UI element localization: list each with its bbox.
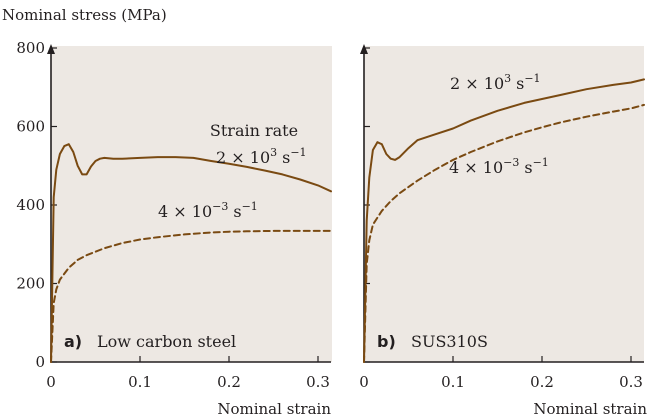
x-tick-label: 0 — [359, 373, 369, 391]
rate-unit-exponent: −1 — [524, 72, 540, 85]
y-tick-label: 200 — [16, 275, 45, 293]
rate-unit-exponent: −1 — [290, 146, 306, 159]
y-tick-label: 600 — [16, 118, 45, 136]
panel-a-fast-rate-label: 2 × 103 s−1 — [216, 146, 307, 167]
y-axis-arrow — [360, 44, 368, 54]
rate-base: 4 × 10 — [449, 158, 503, 177]
y-axis-arrow — [47, 44, 55, 54]
x-tick-label: 0.1 — [128, 373, 152, 391]
rate-unit: s — [282, 148, 290, 167]
rate-unit: s — [516, 74, 524, 93]
x-tick-label: 0.3 — [306, 373, 330, 391]
series-line-slow-rate — [363, 103, 645, 363]
rate-exponent: −3 — [503, 156, 519, 169]
panel-a-x-axis-title: Nominal strain — [217, 400, 331, 418]
panel-a-chart: 0 0.1 0.2 0.3 0 200 400 600 800 — [16, 39, 332, 391]
panel-b-letter: b) — [377, 332, 396, 351]
rate-exponent: −3 — [212, 200, 228, 213]
panel-b-fast-rate-label: 2 × 103 s−1 — [450, 72, 541, 93]
panel-a-background — [51, 46, 332, 362]
rate-unit-exponent: −1 — [242, 200, 258, 213]
panel-b-x-axis-title: Nominal strain — [533, 400, 647, 418]
x-tick-label: 0 — [46, 373, 56, 391]
series-line-fast-rate — [363, 78, 645, 363]
y-tick-label: 0 — [35, 353, 45, 371]
x-tick-label: 0.2 — [530, 373, 554, 391]
panel-b-background — [364, 46, 644, 362]
panel-a-slow-rate-label: 4 × 10−3 s−1 — [158, 200, 258, 221]
panel-b-slow-rate-label: 4 × 10−3 s−1 — [449, 156, 549, 177]
rate-unit-exponent: −1 — [533, 156, 549, 169]
rate-unit: s — [524, 158, 532, 177]
rate-exponent: 3 — [504, 72, 511, 85]
series-line-slow-rate — [50, 229, 332, 363]
x-tick-label: 0.1 — [441, 373, 465, 391]
x-tick-label: 0.2 — [217, 373, 241, 391]
y-tick-label: 400 — [16, 196, 45, 214]
panel-a-label: Low carbon steel — [97, 332, 236, 351]
x-tick-label: 0.3 — [619, 373, 643, 391]
series-line-fast-rate — [50, 143, 332, 363]
y-tick-label: 800 — [16, 39, 45, 57]
rate-base: 2 × 10 — [450, 74, 504, 93]
panel-b-chart: 0 0.1 0.2 0.3 — [359, 44, 645, 391]
rate-base: 2 × 10 — [216, 148, 270, 167]
rate-unit: s — [233, 202, 241, 221]
rate-exponent: 3 — [270, 146, 277, 159]
panel-a-strain-rate-title: Strain rate — [210, 121, 298, 140]
rate-base: 4 × 10 — [158, 202, 212, 221]
y-axis-title: Nominal stress (MPa) — [2, 6, 167, 24]
panel-a-letter: a) — [64, 332, 82, 351]
panel-b-label: SUS310S — [411, 332, 488, 351]
